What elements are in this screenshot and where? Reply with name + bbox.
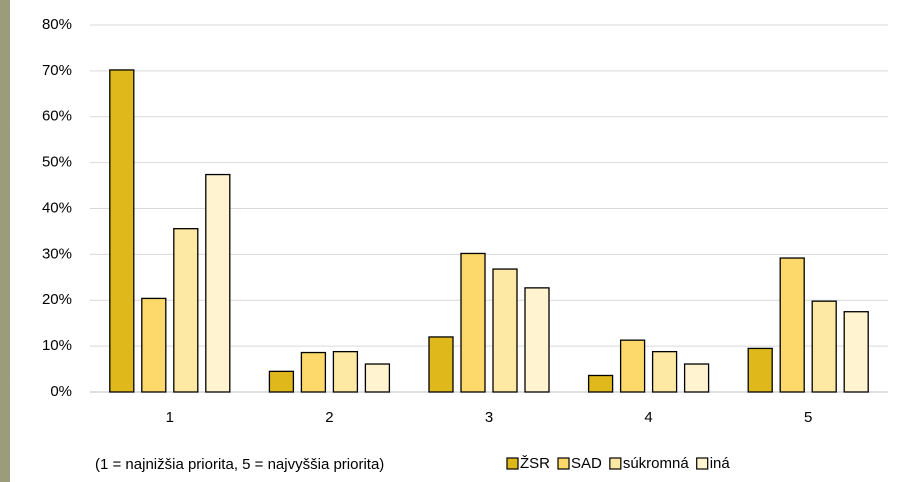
bar: [332, 350, 359, 393]
bar: [524, 287, 550, 393]
bar: [428, 336, 454, 393]
x-tick-label: 5: [804, 409, 812, 426]
bar: [779, 257, 805, 393]
bar: [683, 363, 710, 393]
bar: [492, 268, 518, 393]
legend-label: ŽSR: [520, 455, 550, 472]
bar: [141, 297, 167, 393]
bar: [364, 363, 391, 393]
legend-swatch: [506, 457, 519, 470]
y-tick-label: 40%: [42, 199, 72, 216]
y-tick-label: 80%: [42, 16, 72, 33]
bar: [460, 252, 486, 393]
bar: [268, 370, 295, 393]
y-tick-label: 20%: [42, 291, 72, 308]
y-tick-label: 10%: [42, 337, 72, 354]
legend-swatch: [609, 457, 622, 470]
chart-area: [10, 0, 898, 482]
annotation: (1 = najnižšia priorita, 5 = najvyššia p…: [95, 456, 384, 473]
legend-label: iná: [710, 455, 731, 472]
y-tick-label: 30%: [42, 245, 72, 262]
x-tick-label: 3: [485, 409, 493, 426]
bar: [747, 347, 773, 393]
x-tick-label: 4: [644, 409, 652, 426]
x-tick-label: 2: [325, 409, 333, 426]
y-tick-label: 0%: [50, 383, 72, 400]
bar: [843, 311, 869, 393]
legend-swatch: [696, 457, 709, 470]
legend-label: SAD: [571, 455, 602, 472]
x-tick-label: 1: [166, 409, 174, 426]
bar: [205, 173, 231, 393]
bar: [300, 351, 327, 393]
legend-label: súkromná: [623, 455, 690, 472]
bar: [811, 300, 837, 393]
legend-swatch: [557, 457, 570, 470]
bar: [587, 374, 614, 393]
y-tick-label: 60%: [42, 108, 72, 125]
y-tick-label: 50%: [42, 154, 72, 171]
bar: [619, 339, 646, 393]
y-tick-label: 70%: [42, 62, 72, 79]
bar: [173, 228, 199, 393]
bar: [109, 69, 135, 393]
bar: [651, 350, 678, 393]
